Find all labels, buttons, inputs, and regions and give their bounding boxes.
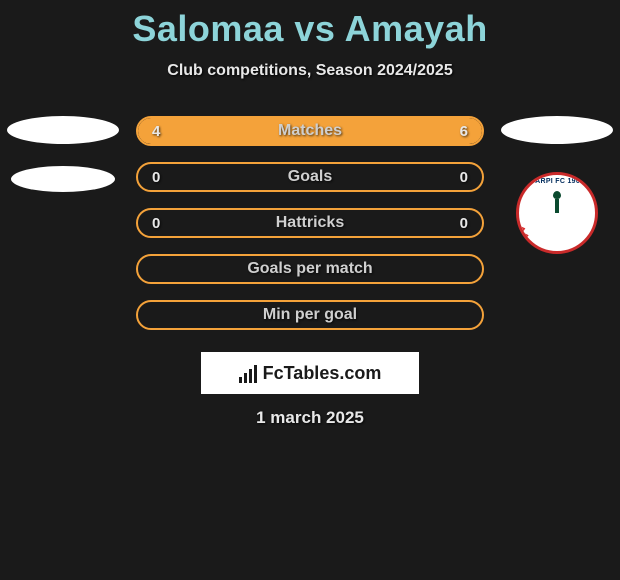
title: Salomaa vs Amayah	[0, 8, 620, 50]
date-label: 1 march 2025	[0, 408, 620, 428]
club-logo: CARPI FC 1909	[516, 172, 598, 254]
brand-text: FcTables.com	[263, 363, 382, 384]
stat-label: Matches	[278, 122, 342, 140]
club-logo-text: CARPI FC 1909	[519, 178, 595, 185]
stat-label: Hattricks	[276, 214, 344, 232]
stat-bar: 4 6 Matches	[136, 116, 484, 146]
stat-label: Goals	[288, 168, 332, 186]
comparison-card: Salomaa vs Amayah Club competitions, Sea…	[0, 0, 620, 428]
stats-bars: 4 6 Matches 0 0 Goals 0 0 Hattricks Goals per mat…	[136, 116, 484, 330]
stat-bar: 0 0 Goals	[136, 162, 484, 192]
stat-value-right: 0	[460, 215, 468, 232]
player2-badge-placeholder	[501, 116, 613, 144]
player1-club-placeholder	[11, 166, 115, 192]
stat-label: Min per goal	[263, 306, 357, 324]
vs-label: vs	[294, 8, 335, 49]
stat-value-left: 0	[152, 215, 160, 232]
player2-name: Amayah	[345, 8, 488, 49]
player1-badge-placeholder	[7, 116, 119, 144]
stat-value-left: 4	[152, 123, 160, 140]
stat-bar: 0 0 Hattricks	[136, 208, 484, 238]
player1-name: Salomaa	[132, 8, 284, 49]
comparison-body: 4 6 Matches 0 0 Goals 0 0 Hattricks Goals per mat…	[0, 116, 620, 330]
brand-chart-icon	[239, 363, 257, 383]
brand-badge: FcTables.com	[201, 352, 419, 394]
stat-bar: Min per goal	[136, 300, 484, 330]
stat-value-right: 6	[460, 123, 468, 140]
stat-label: Goals per match	[247, 260, 372, 278]
stat-bar: Goals per match	[136, 254, 484, 284]
subtitle: Club competitions, Season 2024/2025	[0, 62, 620, 80]
left-column	[8, 116, 118, 192]
stat-value-left: 0	[152, 169, 160, 186]
stat-value-right: 0	[460, 169, 468, 186]
right-column: CARPI FC 1909	[502, 116, 612, 254]
